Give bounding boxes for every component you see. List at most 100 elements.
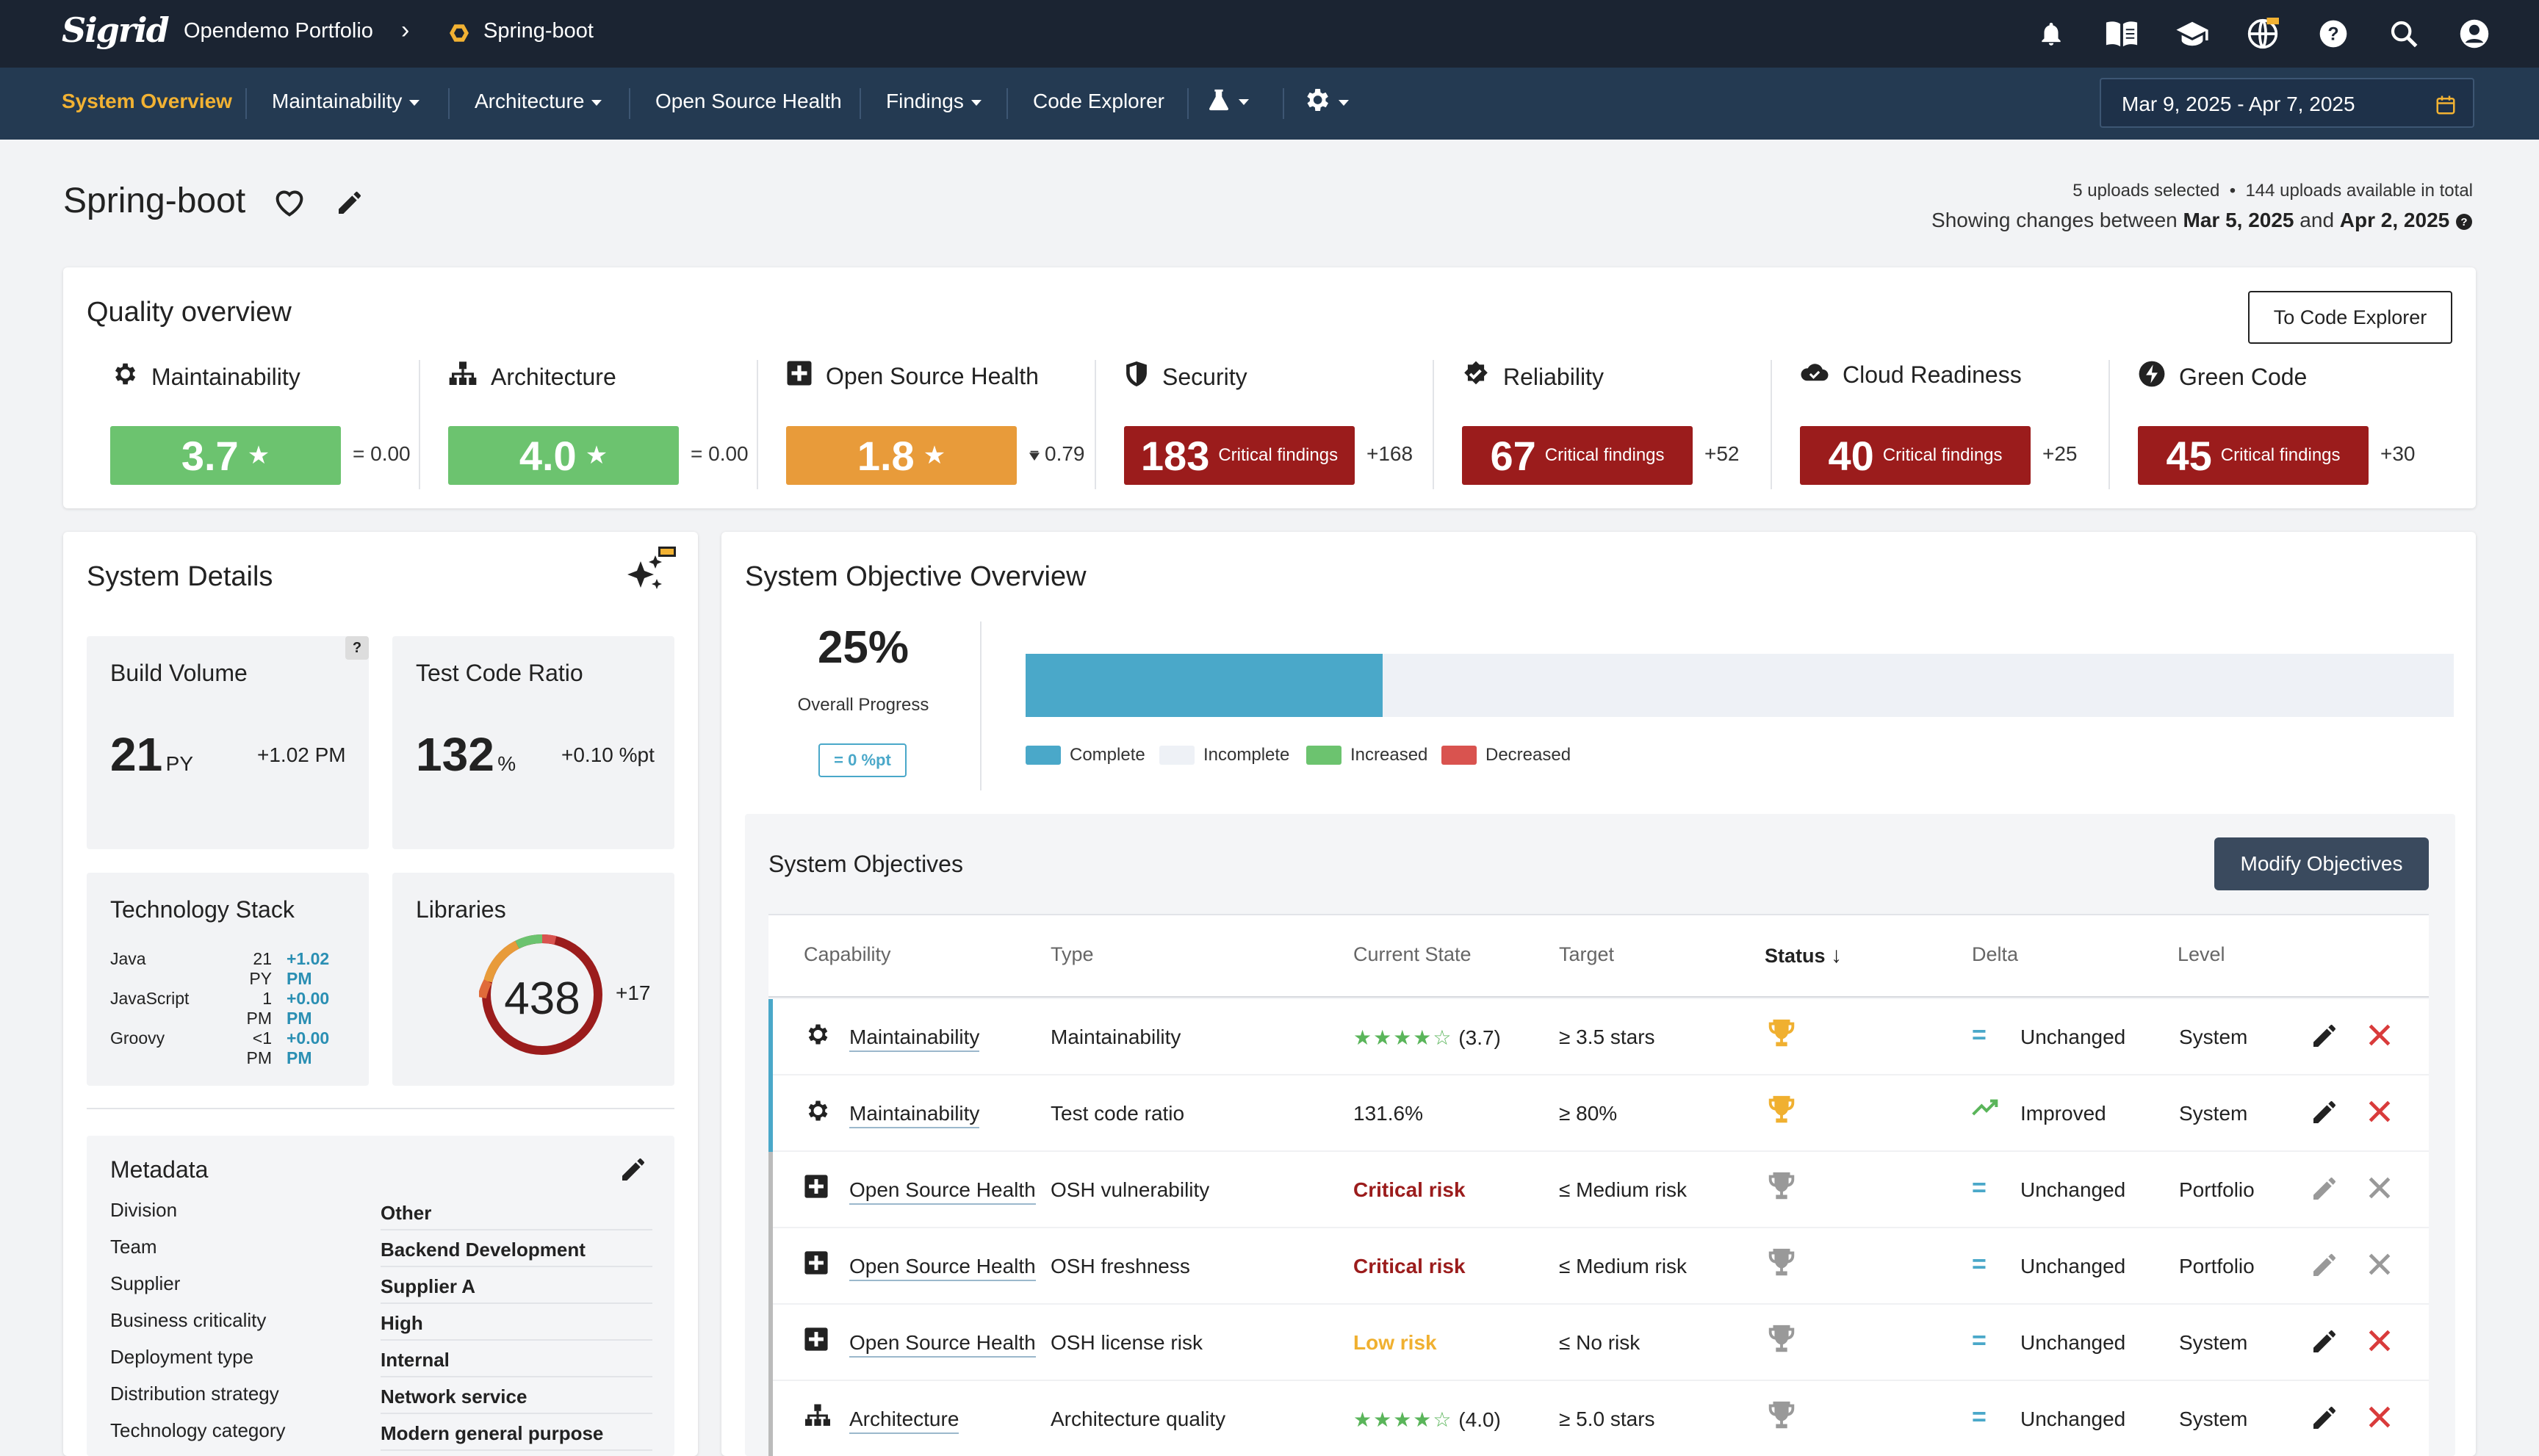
close-icon[interactable] <box>2366 1327 2394 1360</box>
search-icon[interactable] <box>2383 13 2424 54</box>
sigrid-logo[interactable]: Sigrid <box>62 10 170 50</box>
metadata-panel <box>87 1136 674 1456</box>
ai-sparkle-icon[interactable] <box>623 547 676 595</box>
capability-link[interactable]: Open Source Health <box>849 1255 1036 1281</box>
technology-stack-tile[interactable]: Technology Stack Java 21 PY +1.02 PM Jav… <box>87 873 369 1086</box>
pencil-icon[interactable] <box>2310 1403 2339 1438</box>
table-row[interactable]: Open Source Health OSH freshness Critica… <box>768 1228 2429 1305</box>
globe-icon[interactable] <box>2242 13 2283 54</box>
objective-level: System <box>2179 1408 2248 1430</box>
progress-delta-pill: = 0 %pt <box>818 743 907 777</box>
col-target[interactable]: Target <box>1559 943 1615 965</box>
overall-progress-label: Overall Progress <box>797 695 929 715</box>
quality-score-badge[interactable]: 40 Critical findings <box>1800 426 2031 485</box>
col-current-state[interactable]: Current State <box>1353 943 1472 965</box>
table-row[interactable]: Open Source Health OSH vulnerability Cri… <box>768 1152 2429 1228</box>
capability-link[interactable]: Maintainability <box>849 1026 980 1052</box>
metadata-row: Distribution strategy Network service <box>87 1378 652 1415</box>
table-row[interactable]: Open Source Health OSH license risk Low … <box>768 1305 2429 1381</box>
nav-lab-menu[interactable] <box>1206 87 1249 118</box>
objective-target: ≥ 80% <box>1559 1102 1618 1125</box>
graduation-cap-icon[interactable] <box>2172 13 2213 54</box>
system-hex-icon <box>450 24 469 42</box>
nav-architecture[interactable]: Architecture <box>475 90 602 113</box>
pencil-icon[interactable] <box>2310 1250 2339 1285</box>
quality-security[interactable]: Security 183 Critical findings +168 <box>1124 360 1418 485</box>
objectives-table-header <box>768 914 2429 998</box>
user-account-icon[interactable] <box>2454 13 2495 54</box>
col-type[interactable]: Type <box>1051 943 1094 965</box>
uploads-available: 144 uploads available in total <box>2245 181 2473 201</box>
objective-delta: Unchanged <box>2020 1178 2126 1201</box>
quality-score-badge[interactable]: 45 Critical findings <box>2138 426 2369 485</box>
pencil-icon[interactable] <box>335 188 364 217</box>
quality-delta: +30 <box>2380 442 2416 465</box>
tech-delta: +0.00 PM <box>287 1028 330 1067</box>
quality-delta: = 0.00 <box>353 442 411 465</box>
close-icon[interactable] <box>2366 1250 2394 1283</box>
quality-delta: +25 <box>2042 442 2078 465</box>
nav-system-overview[interactable]: System Overview <box>62 90 232 112</box>
quality-reliability[interactable]: Reliability 67 Critical findings +52 <box>1462 360 1756 485</box>
quality-cloud-readiness[interactable]: Cloud Readiness 40 Critical findings +25 <box>1800 360 2094 485</box>
calendar-icon <box>2436 95 2455 115</box>
col-status[interactable]: Status ↓ <box>1765 943 1843 967</box>
quality-score-badge[interactable]: 3.7 ★ <box>110 426 341 485</box>
pencil-icon[interactable] <box>619 1155 648 1184</box>
trend-up-icon <box>1972 1099 1998 1116</box>
caret-down-icon <box>1339 99 1349 106</box>
modify-objectives-button[interactable]: Modify Objectives <box>2214 837 2429 890</box>
breadcrumb-portfolio[interactable]: Opendemo Portfolio <box>184 19 373 43</box>
quality-score-badge[interactable]: 183 Critical findings <box>1124 426 1355 485</box>
caret-down-icon <box>591 99 602 106</box>
pencil-icon[interactable] <box>2310 1021 2339 1056</box>
trophy-icon <box>1765 1246 1798 1285</box>
nav-maintainability[interactable]: Maintainability <box>272 90 420 113</box>
build-volume-help[interactable]: ? <box>345 636 369 660</box>
nav-settings-menu[interactable] <box>1302 85 1349 120</box>
breadcrumb-system[interactable]: Spring-boot <box>483 19 594 43</box>
nav-open-source-health[interactable]: Open Source Health <box>655 90 842 112</box>
quality-green-code[interactable]: Green Code 45 Critical findings +30 <box>2138 360 2432 485</box>
quality-maintainability[interactable]: Maintainability 3.7 ★ = 0.00 <box>110 360 411 485</box>
objective-type: OSH license risk <box>1051 1331 1203 1354</box>
close-icon[interactable] <box>2366 1174 2394 1207</box>
quality-score-badge[interactable]: 67 Critical findings <box>1462 426 1693 485</box>
col-delta[interactable]: Delta <box>1972 943 2019 965</box>
heart-icon[interactable] <box>273 188 306 217</box>
help-icon[interactable]: ? <box>2313 13 2354 54</box>
capability-link[interactable]: Open Source Health <box>849 1331 1036 1358</box>
legend-label: Decreased <box>1485 745 1571 765</box>
capability-link[interactable]: Architecture <box>849 1408 959 1434</box>
pencil-icon[interactable] <box>2310 1327 2339 1361</box>
open-source-health-icon <box>804 1250 829 1280</box>
bell-icon[interactable] <box>2031 13 2072 54</box>
capability-link[interactable]: Maintainability <box>849 1102 980 1128</box>
table-row[interactable]: Architecture Architecture quality ★★★★☆ … <box>768 1381 2429 1456</box>
date-range-picker[interactable]: Mar 9, 2025 - Apr 7, 2025 <box>2100 78 2474 128</box>
quality-architecture[interactable]: Architecture 4.0 ★ = 0.00 <box>448 360 749 485</box>
table-row[interactable]: Maintainability Maintainability ★★★★☆ (3… <box>768 999 2429 1075</box>
quality-score-badge[interactable]: 4.0 ★ <box>448 426 679 485</box>
pencil-icon[interactable] <box>2310 1174 2339 1208</box>
quality-open-source-health[interactable]: Open Source Health 1.8 ★ 0.79 <box>786 360 1085 485</box>
help-icon[interactable]: ? <box>2455 213 2473 231</box>
capability-link[interactable]: Open Source Health <box>849 1178 1036 1205</box>
libraries-tile[interactable]: Libraries 438 +17 <box>392 873 674 1086</box>
quality-score-badge[interactable]: 1.8 ★ <box>786 426 1017 485</box>
nav-code-explorer[interactable]: Code Explorer <box>1033 90 1164 112</box>
col-capability[interactable]: Capability <box>804 943 891 965</box>
objective-type: Maintainability <box>1051 1026 1181 1048</box>
close-icon[interactable] <box>2366 1403 2394 1436</box>
close-icon[interactable] <box>2366 1098 2394 1131</box>
test-code-ratio-tile: Test Code Ratio 132 % +0.10 %pt <box>392 636 674 849</box>
tech-size: 1 PM <box>246 989 273 1028</box>
tech-size: 21 PY <box>249 949 272 988</box>
book-icon[interactable] <box>2101 13 2142 54</box>
nav-findings[interactable]: Findings <box>886 90 982 113</box>
to-code-explorer-button[interactable]: To Code Explorer <box>2248 291 2452 344</box>
pencil-icon[interactable] <box>2310 1098 2339 1132</box>
col-level[interactable]: Level <box>2178 943 2225 965</box>
close-icon[interactable] <box>2366 1021 2394 1054</box>
table-row[interactable]: Maintainability Test code ratio 131.6% ≥… <box>768 1075 2429 1152</box>
